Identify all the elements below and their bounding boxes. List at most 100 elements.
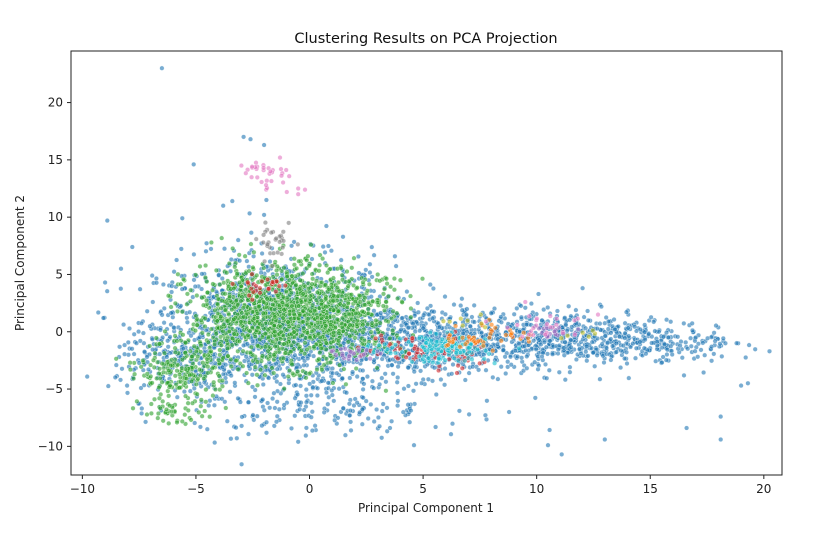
data-point [148, 373, 154, 379]
data-point [104, 218, 110, 224]
data-point [316, 268, 322, 274]
data-point [508, 354, 513, 360]
data-point [458, 303, 464, 309]
data-point [654, 343, 660, 348]
chart-title: Clustering Results on PCA Projection [294, 31, 557, 47]
data-point [293, 382, 299, 388]
data-point [433, 424, 439, 430]
data-point [746, 342, 752, 348]
data-point [284, 303, 290, 308]
data-point [306, 263, 312, 269]
data-point [174, 419, 180, 425]
data-point [157, 405, 163, 411]
data-point [547, 338, 553, 344]
data-point [300, 319, 306, 325]
data-point [319, 367, 325, 373]
data-point [407, 419, 413, 425]
data-point [378, 333, 384, 338]
data-point [251, 417, 257, 423]
data-point [198, 349, 204, 355]
data-point [226, 369, 232, 375]
data-point [187, 348, 193, 354]
data-point [361, 381, 367, 387]
data-point [259, 423, 265, 429]
data-point [347, 322, 353, 328]
data-point [315, 315, 320, 321]
data-point [219, 298, 225, 304]
data-point [605, 326, 611, 332]
data-point [323, 323, 329, 329]
data-point [303, 335, 309, 341]
data-point [291, 262, 297, 268]
data-point [246, 431, 251, 437]
data-point [183, 366, 188, 372]
data-point [340, 234, 346, 240]
data-point [378, 310, 384, 316]
data-point [248, 344, 254, 350]
data-point [187, 388, 193, 394]
data-point [466, 411, 472, 417]
data-point [334, 266, 340, 272]
data-point [240, 305, 246, 311]
data-point [246, 268, 252, 274]
data-point [148, 362, 154, 368]
data-point [185, 400, 191, 406]
data-point [722, 340, 728, 346]
data-point [165, 338, 171, 344]
data-point [321, 409, 327, 415]
data-point [208, 348, 214, 354]
data-point [383, 299, 389, 305]
data-point [384, 281, 390, 287]
data-point [167, 383, 173, 389]
data-point [309, 328, 315, 334]
data-point [498, 364, 504, 370]
data-point [317, 262, 323, 268]
data-point [203, 387, 209, 393]
data-point [411, 388, 416, 394]
data-point [256, 304, 262, 310]
data-point [377, 381, 383, 387]
data-point [307, 293, 313, 299]
data-point [156, 395, 162, 401]
data-point [483, 367, 489, 373]
data-point [263, 364, 268, 370]
data-point [532, 359, 538, 365]
data-point [184, 301, 190, 307]
data-point [397, 277, 403, 283]
data-point [334, 285, 340, 291]
data-point [459, 365, 465, 371]
data-point [237, 280, 243, 286]
data-point [291, 239, 297, 245]
data-point [613, 349, 619, 355]
data-point [181, 389, 187, 395]
data-point [286, 311, 292, 317]
data-point [368, 329, 374, 335]
data-point [598, 304, 604, 310]
data-point [296, 258, 302, 264]
data-point [218, 305, 224, 311]
data-point [630, 341, 636, 347]
data-point [144, 371, 150, 377]
data-point [395, 375, 401, 380]
data-point [231, 331, 237, 337]
data-point [231, 285, 237, 291]
data-point [213, 387, 218, 392]
data-point [242, 358, 247, 364]
data-point [210, 281, 216, 287]
data-point [315, 385, 321, 391]
data-point [265, 400, 271, 406]
data-point [194, 293, 200, 298]
data-point [626, 375, 632, 381]
data-point [743, 355, 749, 360]
data-point [204, 279, 210, 285]
data-point [297, 312, 303, 318]
data-point [238, 319, 244, 325]
data-point [229, 342, 235, 348]
data-point [205, 370, 211, 376]
data-point [224, 270, 230, 276]
data-point [282, 283, 288, 289]
data-point [625, 325, 631, 331]
data-point [608, 336, 614, 342]
data-point [350, 369, 356, 375]
data-point [156, 385, 162, 391]
